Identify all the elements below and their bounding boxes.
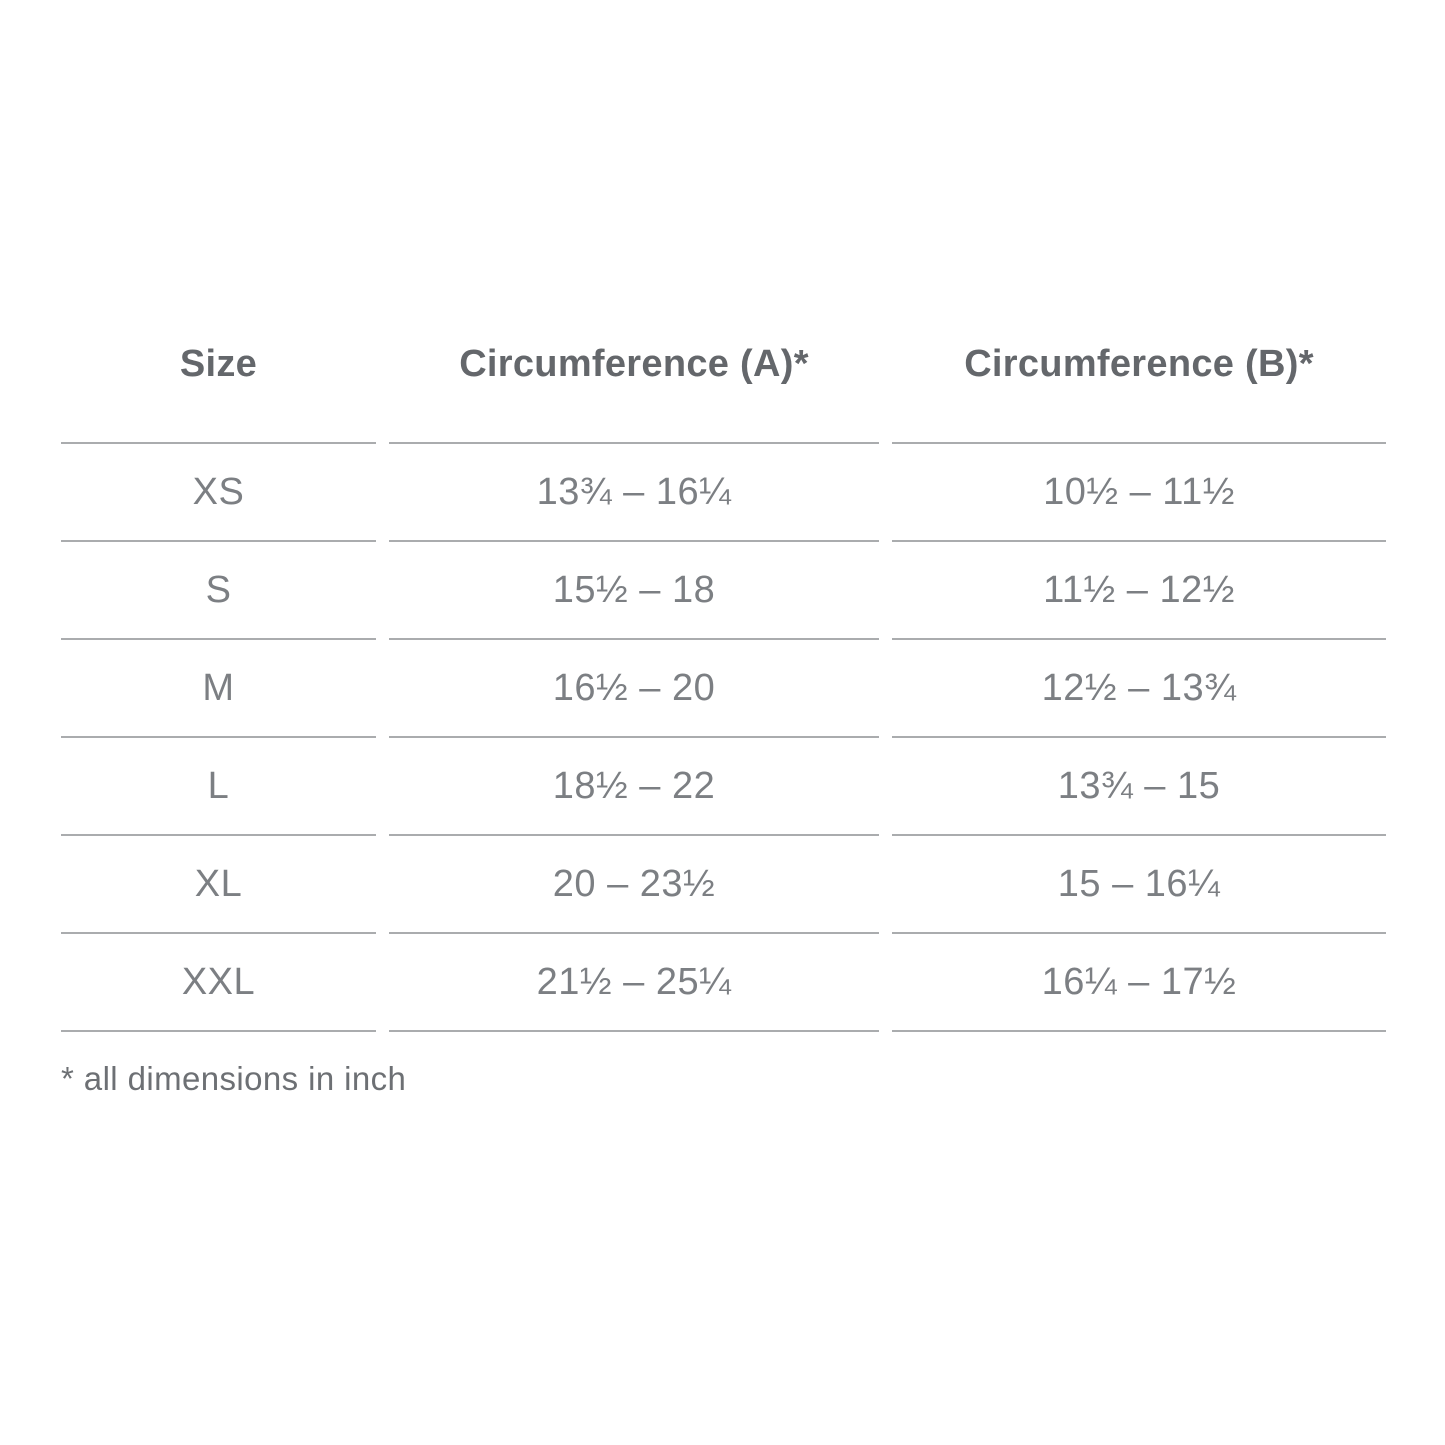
table-row-xxl: XXL 21½ – 25¼ 16¼ – 17½ (61, 934, 1386, 1032)
circumference-a-value: 15½ – 18 (389, 542, 879, 640)
table-row-l: L 18½ – 22 13¾ – 15 (61, 738, 1386, 836)
circumference-b-value: 13¾ – 15 (892, 738, 1386, 836)
circumference-a-value: 13¾ – 16¼ (389, 444, 879, 542)
column-header-size: Size (61, 330, 376, 444)
circumference-a-value: 20 – 23½ (389, 836, 879, 934)
circumference-a-value: 16½ – 20 (389, 640, 879, 738)
circumference-b-value: 12½ – 13¾ (892, 640, 1386, 738)
table-row-m: M 16½ – 20 12½ – 13¾ (61, 640, 1386, 738)
size-label: M (61, 640, 376, 738)
size-label: L (61, 738, 376, 836)
circumference-b-value: 16¼ – 17½ (892, 934, 1386, 1032)
circumference-a-value: 21½ – 25¼ (389, 934, 879, 1032)
circumference-a-value: 18½ – 22 (389, 738, 879, 836)
table-row-xl: XL 20 – 23½ 15 – 16¼ (61, 836, 1386, 934)
size-label: XL (61, 836, 376, 934)
dimensions-footnote: * all dimensions in inch (61, 1060, 407, 1097)
circumference-b-value: 11½ – 12½ (892, 542, 1386, 640)
table-header-row: Size Circumference (A)* Circumference (B… (61, 330, 1386, 444)
table-row-s: S 15½ – 18 11½ – 12½ (61, 542, 1386, 640)
circumference-b-value: 15 – 16¼ (892, 836, 1386, 934)
column-header-circumference-a: Circumference (A)* (389, 330, 879, 444)
size-chart-table: Size Circumference (A)* Circumference (B… (61, 330, 1386, 1032)
table-row-xs: XS 13¾ – 16¼ 10½ – 11½ (61, 444, 1386, 542)
column-header-circumference-b: Circumference (B)* (892, 330, 1386, 444)
size-label: XS (61, 444, 376, 542)
circumference-b-value: 10½ – 11½ (892, 444, 1386, 542)
size-label: XXL (61, 934, 376, 1032)
size-label: S (61, 542, 376, 640)
